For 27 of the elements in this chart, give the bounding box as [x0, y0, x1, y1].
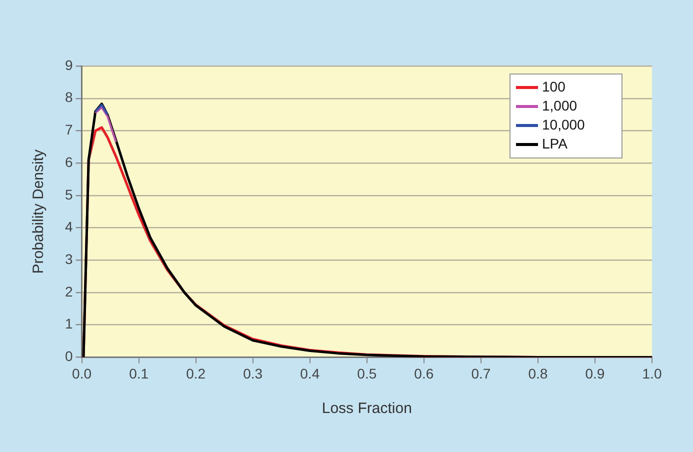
y-tick-label: 9 [64, 56, 73, 73]
x-tick-label: 1.0 [642, 365, 662, 382]
y-tick-label: 1 [64, 316, 73, 332]
y-tick-label: 8 [64, 89, 73, 106]
x-tick-label: 0.9 [585, 365, 605, 382]
y-tick-label: 0 [64, 348, 73, 364]
y-tick-label: 5 [64, 186, 73, 202]
x-tick-label: 0.3 [243, 365, 263, 382]
y-tick-label: 6 [64, 154, 73, 170]
legend-label: 100 [542, 78, 566, 94]
x-tick-label: 0.4 [300, 365, 320, 382]
y-axis-title: Probability Density [30, 148, 48, 274]
x-tick-label: 0.1 [129, 365, 149, 382]
y-tick-label: 7 [64, 122, 73, 138]
legend-label: 10,000 [542, 116, 586, 132]
x-tick-label: 0.6 [414, 365, 434, 382]
x-tick-label: 0.0 [72, 365, 92, 382]
x-axis-title: Loss Fraction [322, 400, 412, 418]
y-tick-label: 3 [64, 250, 73, 267]
x-tick-label: 0.7 [471, 365, 491, 382]
y-tick-label: 2 [64, 283, 73, 300]
x-tick-label: 0.2 [186, 365, 206, 382]
legend-label: 1,000 [542, 97, 578, 114]
legend-label: LPA [542, 135, 568, 152]
x-tick-label: 0.5 [357, 365, 377, 382]
y-tick-label: 4 [64, 218, 73, 235]
x-tick-label: 0.8 [528, 365, 548, 382]
